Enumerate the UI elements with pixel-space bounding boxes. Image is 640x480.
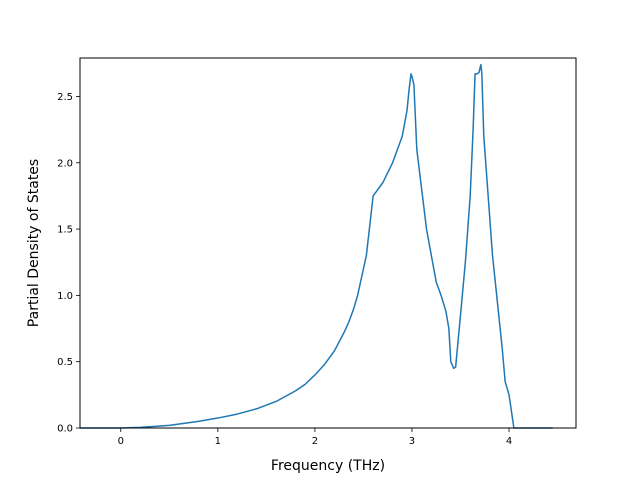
x-tick-label: 0 [118,436,124,447]
plot-frame [79,57,577,429]
y-tick-label: 1.5 [57,225,73,236]
y-tick-label: 2.0 [57,158,73,169]
x-tick-label: 1 [215,436,221,447]
ticks: 0 1 2 3 4 0.0 0.5 1.0 1.5 2.0 2.5 [57,92,512,447]
plot-background [80,58,576,428]
x-tick-label: 4 [506,436,512,447]
y-tick-label: 2.5 [57,92,73,103]
y-axis-label: Partial Density of States [26,159,42,327]
y-tick-label: 1.0 [57,291,73,302]
series-line-0 [80,63,553,429]
x-tick-label: 2 [312,436,318,447]
x-axis-label: Frequency (THz) [271,458,385,474]
y-tick-label: 0.0 [57,424,73,435]
y-tick-label: 0.5 [57,357,73,368]
x-tick-label: 3 [409,436,415,447]
series [80,63,553,429]
